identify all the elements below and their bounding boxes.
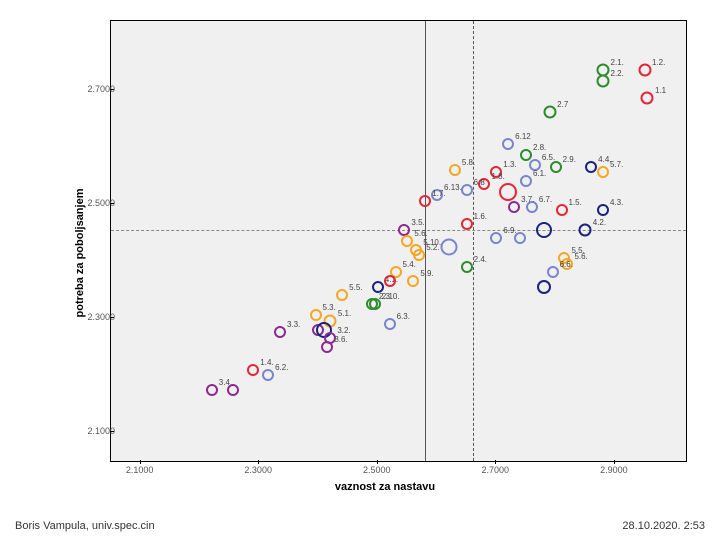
point-label: 2.2. bbox=[611, 69, 624, 78]
scatter-point bbox=[597, 204, 609, 216]
scatter-point bbox=[336, 289, 348, 301]
scatter-point bbox=[461, 184, 473, 196]
point-label: 6.8 bbox=[474, 178, 485, 187]
scatter-point bbox=[461, 218, 473, 230]
point-label: 6.12 bbox=[515, 132, 531, 141]
x-tick-label: 2.1000 bbox=[126, 465, 154, 475]
scatter-point bbox=[384, 275, 396, 287]
scatter-point bbox=[597, 166, 609, 178]
scatter-point bbox=[536, 222, 552, 238]
point-label: 3.3. bbox=[287, 320, 300, 329]
scatter-point bbox=[585, 161, 597, 173]
point-label: 6.7. bbox=[539, 195, 552, 204]
point-label: 6.1. bbox=[533, 169, 546, 178]
scatter-point bbox=[227, 384, 239, 396]
point-label: 2.7 bbox=[557, 100, 568, 109]
point-label: 2.4. bbox=[474, 255, 487, 264]
scatter-chart: potreba za poboljsanjem 1.2.1.12.1.2.2.2… bbox=[75, 10, 695, 495]
scatter-point bbox=[384, 318, 396, 330]
point-label: 2.8. bbox=[533, 143, 546, 152]
scatter-point bbox=[321, 341, 333, 353]
point-label: 1.1 bbox=[655, 86, 666, 95]
point-label: 5.3. bbox=[323, 303, 336, 312]
point-label: 1.8. bbox=[491, 172, 504, 181]
ref-vline-dashed bbox=[473, 21, 474, 461]
point-label: 5.2. bbox=[426, 243, 439, 252]
scatter-point bbox=[547, 266, 559, 278]
point-label: 1.5. bbox=[569, 198, 582, 207]
scatter-point bbox=[508, 201, 520, 213]
point-label: 5.8. bbox=[462, 158, 475, 167]
point-label: 5.1. bbox=[338, 309, 351, 318]
scatter-point bbox=[579, 223, 592, 236]
point-label: 1.6. bbox=[474, 212, 487, 221]
scatter-point bbox=[543, 106, 556, 119]
scatter-point bbox=[550, 161, 562, 173]
scatter-point bbox=[502, 138, 514, 150]
scatter-point bbox=[520, 175, 532, 187]
scatter-point bbox=[247, 364, 259, 376]
point-label: 6.13. bbox=[444, 183, 462, 192]
point-label: 3.7. bbox=[521, 195, 534, 204]
x-axis-label: vaznost za nastavu bbox=[335, 481, 435, 493]
x-tick-label: 2.9000 bbox=[600, 465, 628, 475]
point-label: 5.4. bbox=[403, 260, 416, 269]
point-label: 2.1. bbox=[611, 58, 624, 67]
point-label: 1.2. bbox=[652, 58, 665, 67]
footer-timestamp: 28.10.2020. 2:53 bbox=[622, 520, 705, 532]
y-tick-label: 2.5000 bbox=[75, 198, 115, 208]
y-tick-label: 2.3000 bbox=[75, 312, 115, 322]
point-label: 6.6. bbox=[560, 260, 573, 269]
scatter-point bbox=[398, 224, 410, 236]
scatter-point bbox=[461, 261, 473, 273]
scatter-point bbox=[449, 164, 461, 176]
scatter-point bbox=[537, 280, 551, 294]
point-label: 1.7. bbox=[432, 189, 445, 198]
plot-area: 1.2.1.12.1.2.2.2.76.122.8.6.5.2.9.4.4.5.… bbox=[110, 20, 687, 462]
scatter-point bbox=[369, 298, 381, 310]
point-label: 4.2. bbox=[593, 218, 606, 227]
point-label: 5.9. bbox=[420, 269, 433, 278]
scatter-point bbox=[514, 232, 526, 244]
scatter-point bbox=[638, 63, 651, 76]
x-tick-label: 2.5000 bbox=[363, 465, 391, 475]
point-label: 1.3. bbox=[503, 160, 516, 169]
scatter-point bbox=[440, 238, 457, 255]
point-label: 2.9. bbox=[563, 155, 576, 164]
scatter-point bbox=[556, 204, 568, 216]
point-label: 1.4. bbox=[260, 358, 273, 367]
point-label: 3.6. bbox=[334, 335, 347, 344]
scatter-point bbox=[206, 384, 218, 396]
point-label: 2.10. bbox=[382, 292, 400, 301]
scatter-point bbox=[310, 309, 322, 321]
point-label: 5.5. bbox=[349, 283, 362, 292]
x-tick-label: 2.3000 bbox=[244, 465, 272, 475]
x-tick-label: 2.7000 bbox=[482, 465, 510, 475]
scatter-point bbox=[262, 369, 274, 381]
footer-author: Boris Vampula, univ.spec.cin bbox=[15, 520, 155, 532]
scatter-point bbox=[499, 183, 517, 201]
point-label: 6.2. bbox=[275, 363, 288, 372]
point-label: 5.6. bbox=[574, 252, 587, 261]
point-label: 5.7. bbox=[610, 160, 623, 169]
y-tick-label: 2.7000 bbox=[75, 84, 115, 94]
scatter-point bbox=[419, 195, 431, 207]
point-label: 3.5. bbox=[411, 218, 424, 227]
scatter-point bbox=[274, 326, 286, 338]
point-label: 6.3. bbox=[397, 312, 410, 321]
scatter-point bbox=[641, 92, 654, 105]
point-label: 4.3. bbox=[610, 198, 623, 207]
scatter-point bbox=[490, 232, 502, 244]
scatter-point bbox=[597, 75, 610, 88]
y-tick-label: 2.1000 bbox=[75, 426, 115, 436]
scatter-point bbox=[407, 275, 419, 287]
